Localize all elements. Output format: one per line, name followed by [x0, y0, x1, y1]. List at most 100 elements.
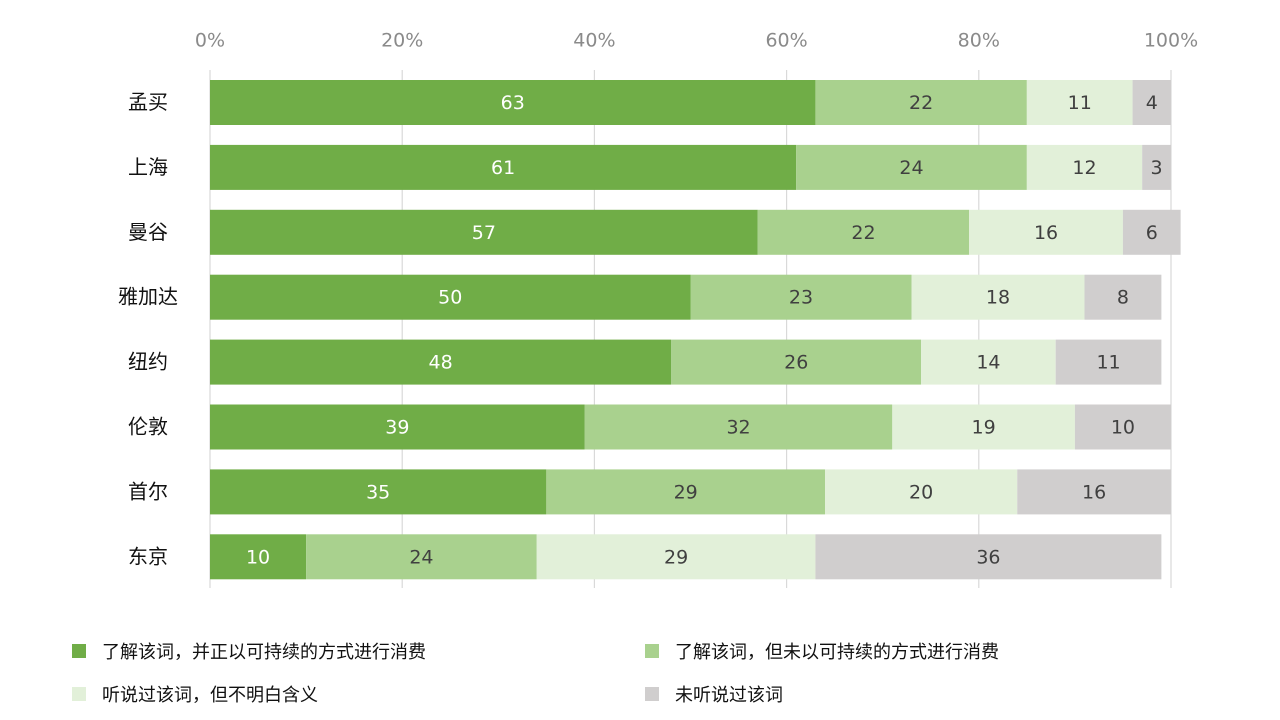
data-label: 11 — [1068, 92, 1092, 114]
bar-segment — [969, 209, 1123, 255]
data-label: 6 — [1146, 222, 1158, 244]
category-label: 曼谷 — [128, 220, 168, 244]
data-label: 32 — [726, 417, 750, 439]
bar-segment — [1026, 80, 1133, 125]
data-label: 29 — [664, 546, 688, 568]
bar-segment — [911, 274, 1085, 320]
legend-swatch — [72, 644, 86, 658]
bar-segment — [210, 80, 816, 125]
category-label: 雅加达 — [118, 285, 178, 309]
bar-segment — [306, 534, 537, 580]
category-label: 伦敦 — [128, 415, 168, 439]
x-tick-label: 20% — [381, 30, 423, 52]
legend-item: 听说过该词，但不明白含义 — [72, 681, 318, 707]
legend-swatch — [645, 644, 659, 658]
data-label: 50 — [438, 287, 462, 309]
legend-swatch — [645, 687, 659, 701]
category-label: 东京 — [128, 544, 168, 568]
category-label: 上海 — [128, 155, 168, 179]
legend-label: 了解该词，但未以可持续的方式进行消费 — [675, 642, 999, 663]
bar-row: 35 29 20 16 — [210, 469, 1171, 515]
bar-segment — [1142, 144, 1171, 190]
bar-segment — [210, 274, 691, 320]
bar-row: 39 32 19 10 — [210, 404, 1171, 450]
bar-segment — [892, 404, 1075, 450]
bars: 63 22 11 4 61 24 12 3 57 22 16 6 50 23 18 8 48 26 14 11 39 32… — [210, 80, 1181, 580]
bar-row: 10 24 29 36 — [210, 534, 1162, 580]
bar-segment — [1017, 469, 1171, 515]
bar-row: 50 23 18 8 — [210, 274, 1162, 320]
x-axis-ticks: 0% 20% 40% 60% 80% 100% — [195, 30, 1198, 52]
data-label: 22 — [851, 222, 875, 244]
data-label: 4 — [1146, 92, 1158, 114]
data-label: 63 — [501, 92, 525, 114]
data-label: 3 — [1151, 157, 1163, 179]
bar-segment — [210, 534, 307, 580]
bar-segment — [921, 339, 1056, 385]
data-label: 19 — [972, 417, 996, 439]
data-label: 10 — [246, 546, 270, 568]
data-label: 26 — [784, 352, 808, 374]
data-label: 16 — [1082, 481, 1106, 503]
bar-segment — [210, 339, 672, 385]
bar-segment — [671, 339, 922, 385]
legend-item: 未听说过该词 — [645, 681, 783, 707]
bar-segment — [210, 209, 758, 255]
data-label: 12 — [1072, 157, 1096, 179]
stacked-bar-chart: 0% 20% 40% 60% 80% 100% 63 22 11 4 61 24 12 3 57 22 16 6… — [118, 30, 1198, 588]
bar-segment — [1122, 209, 1181, 255]
bar-row: 61 24 12 3 — [210, 144, 1171, 190]
legend-label: 听说过该词，但不明白含义 — [102, 685, 318, 706]
bar-segment — [1074, 404, 1171, 450]
data-label: 20 — [909, 481, 933, 503]
legend-item: 了解该词，并正以可持续的方式进行消费 — [72, 638, 426, 664]
bar-row: 63 22 11 4 — [210, 80, 1171, 125]
bar-row: 48 26 14 11 — [210, 339, 1162, 385]
legend-label: 了解该词，并正以可持续的方式进行消费 — [102, 642, 426, 663]
data-label: 35 — [366, 481, 390, 503]
bar-segment — [1132, 80, 1171, 125]
data-label: 16 — [1034, 222, 1058, 244]
bar-segment — [210, 144, 797, 190]
bar-segment — [546, 469, 826, 515]
bar-segment — [584, 404, 893, 450]
bar-segment — [690, 274, 912, 320]
data-label: 48 — [429, 352, 453, 374]
legend: 了解该词，并正以可持续的方式进行消费 了解该词，但未以可持续的方式进行消费 听说… — [0, 620, 1280, 720]
data-label: 36 — [976, 546, 1000, 568]
category-label: 纽约 — [128, 350, 168, 374]
data-label: 29 — [674, 481, 698, 503]
bar-segment — [210, 404, 585, 450]
bar-row: 57 22 16 6 — [210, 209, 1181, 255]
x-tick-label: 100% — [1144, 30, 1198, 52]
data-label: 10 — [1111, 417, 1135, 439]
data-label: 18 — [986, 287, 1010, 309]
data-label: 22 — [909, 92, 933, 114]
bar-segment — [825, 469, 1018, 515]
data-label: 57 — [472, 222, 496, 244]
legend-swatch — [72, 687, 86, 701]
bar-segment — [536, 534, 816, 580]
data-label: 39 — [385, 417, 409, 439]
x-tick-label: 60% — [765, 30, 807, 52]
x-tick-label: 80% — [958, 30, 1000, 52]
bar-segment — [1084, 274, 1162, 320]
data-label: 14 — [976, 352, 1000, 374]
data-label: 24 — [899, 157, 923, 179]
x-tick-label: 0% — [195, 30, 225, 52]
data-label: 24 — [409, 546, 433, 568]
bar-segment — [815, 80, 1027, 125]
legend-label: 未听说过该词 — [675, 685, 783, 706]
bar-segment — [210, 469, 547, 515]
data-label: 23 — [789, 287, 813, 309]
data-label: 61 — [491, 157, 515, 179]
data-label: 8 — [1117, 287, 1129, 309]
bar-segment — [815, 534, 1162, 580]
bar-segment — [757, 209, 970, 255]
category-label: 首尔 — [128, 479, 168, 503]
x-tick-label: 40% — [573, 30, 615, 52]
bar-segment — [1055, 339, 1162, 385]
category-label: 孟买 — [128, 90, 168, 114]
